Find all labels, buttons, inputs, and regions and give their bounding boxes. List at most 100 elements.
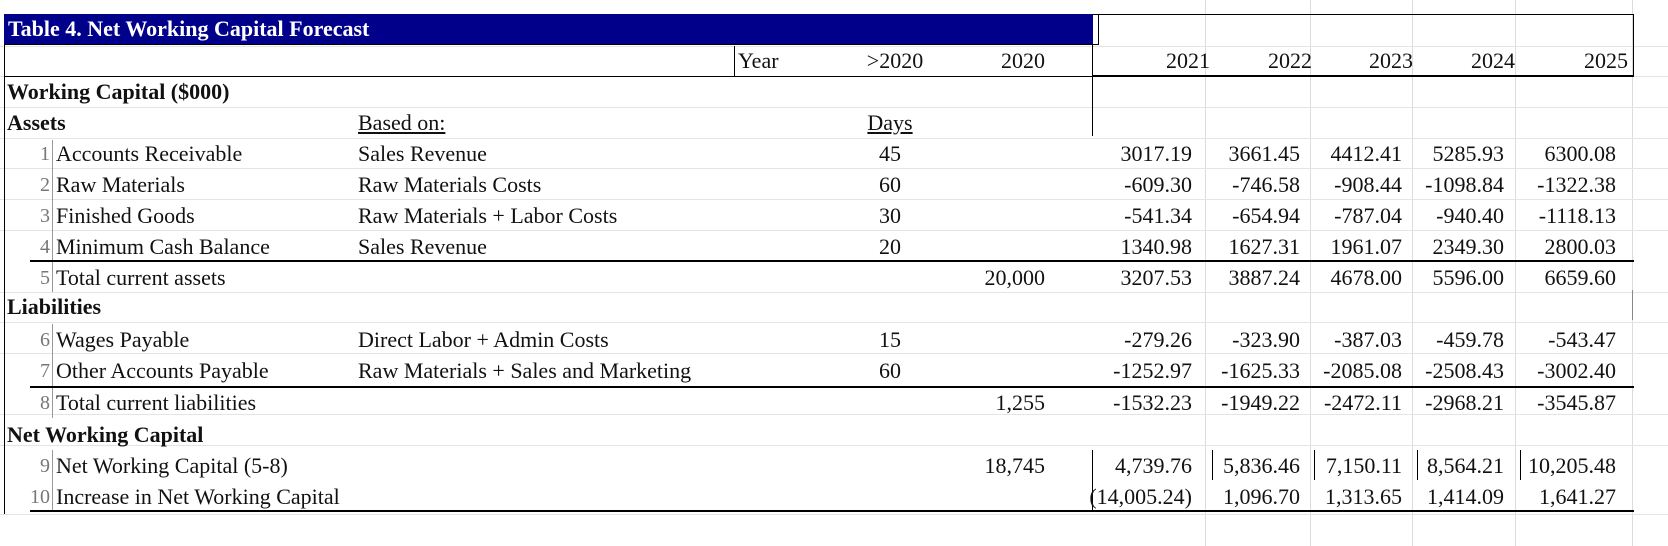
row-basis: Raw Materials + Sales and Marketing <box>358 358 692 383</box>
row-num-divider <box>52 388 53 418</box>
row-label: Increase in Net Working Capital <box>56 484 340 509</box>
row-forecast-value: 7,150.11 <box>1325 453 1402 478</box>
row-forecast-value: -609.30 <box>1124 172 1192 197</box>
row-forecast-value: 6659.60 <box>1544 265 1617 290</box>
row-forecast-value: 4,739.76 <box>1115 453 1192 478</box>
row-label: Accounts Receivable <box>56 141 243 166</box>
row-forecast-value: -2472.11 <box>1323 390 1402 415</box>
row-days: 15 <box>879 327 901 352</box>
grid-col <box>1205 0 1206 546</box>
row-forecast-value: -1118.13 <box>1538 203 1616 228</box>
grid-row <box>0 107 1668 108</box>
row-days: 60 <box>879 358 901 383</box>
row-label: Total current assets <box>56 265 226 290</box>
section-liabilities: Liabilities <box>7 294 102 319</box>
grid-col <box>1515 0 1516 546</box>
row-forecast-value: -654.94 <box>1232 203 1300 228</box>
year-header-box <box>1092 14 1634 76</box>
grid-col <box>1632 0 1633 546</box>
row-forecast-value: 6300.08 <box>1544 141 1617 166</box>
row-forecast-value: -1949.22 <box>1221 390 1300 415</box>
section-net-working-capital: Net Working Capital <box>7 422 204 447</box>
row-label: Finished Goods <box>56 203 195 228</box>
row-forecast-value: 4678.00 <box>1330 265 1403 290</box>
row-basis: Raw Materials Costs <box>358 172 542 197</box>
rule-line <box>30 260 1634 262</box>
row-forecast-value: -2085.08 <box>1323 358 1402 383</box>
row-forecast-value: 1961.07 <box>1330 234 1403 259</box>
divider <box>1632 290 1633 320</box>
row-forecast-value: 3661.45 <box>1228 141 1301 166</box>
divider <box>1092 76 1093 136</box>
row-forecast-value: -1252.97 <box>1113 358 1192 383</box>
row-2020-value: 1,255 <box>995 390 1046 415</box>
row-forecast-value: 2349.30 <box>1432 234 1505 259</box>
row-forecast-value: 4412.41 <box>1330 141 1403 166</box>
section-assets: Assets <box>7 110 66 135</box>
grid-row <box>0 322 1668 323</box>
row-forecast-value: -543.47 <box>1548 327 1616 352</box>
divider <box>1092 450 1093 510</box>
row-number: 10 <box>30 486 50 508</box>
row-days: 60 <box>879 172 901 197</box>
row-forecast-value: 3017.19 <box>1120 141 1193 166</box>
row-forecast-value: 2800.03 <box>1544 234 1617 259</box>
row-forecast-value: -323.90 <box>1232 327 1300 352</box>
row-number: 5 <box>40 267 50 289</box>
col-header: >2020 <box>866 48 924 73</box>
grid-row <box>0 168 1668 169</box>
col-header: 2023 <box>1369 48 1413 73</box>
grid-row <box>0 353 1668 354</box>
divider <box>1520 450 1521 480</box>
row-label: Net Working Capital (5-8) <box>56 453 288 478</box>
row-forecast-value: 1,414.09 <box>1427 484 1504 509</box>
row-forecast-value: -2968.21 <box>1425 390 1504 415</box>
row-forecast-value: -279.26 <box>1124 327 1192 352</box>
row-label: Other Accounts Payable <box>56 358 269 383</box>
divider <box>734 46 735 76</box>
row-forecast-value: -940.40 <box>1436 203 1504 228</box>
row-forecast-value: 5285.93 <box>1432 141 1505 166</box>
row-forecast-value: -2508.43 <box>1425 358 1504 383</box>
row-forecast-value: 3207.53 <box>1120 265 1193 290</box>
row-number: 1 <box>40 143 50 165</box>
col-header: 2021 <box>1166 48 1210 73</box>
row-number: 7 <box>40 360 50 382</box>
row-basis: Direct Labor + Admin Costs <box>358 327 609 352</box>
row-label: Total current liabilities <box>56 390 257 415</box>
row-label: Minimum Cash Balance <box>56 234 270 259</box>
row-num-divider <box>52 450 53 510</box>
row-forecast-value: 5596.00 <box>1432 265 1505 290</box>
row-forecast-value: -746.58 <box>1232 172 1300 197</box>
col-header: 2024 <box>1471 48 1515 73</box>
row-2020-value: 18,745 <box>984 453 1046 478</box>
row-forecast-value: -908.44 <box>1334 172 1402 197</box>
rule-line <box>30 510 1634 512</box>
header-row-box <box>4 46 1634 77</box>
col-header: 2020 <box>1001 48 1045 73</box>
grid-col <box>1310 0 1311 546</box>
section-working-capital: Working Capital ($000) <box>7 79 230 104</box>
row-number: 6 <box>40 329 50 351</box>
row-forecast-value: -3002.40 <box>1537 358 1616 383</box>
row-number: 8 <box>40 392 50 414</box>
grid-row <box>0 292 1668 293</box>
row-forecast-value: -387.03 <box>1334 327 1402 352</box>
col-header: 2025 <box>1584 48 1628 73</box>
grid-row <box>0 445 1668 446</box>
row-days: 45 <box>879 141 901 166</box>
row-label: Raw Materials <box>56 172 185 197</box>
grid-row <box>0 514 1668 515</box>
grid-row <box>0 46 1668 47</box>
divider <box>1314 450 1315 480</box>
divider <box>1212 450 1213 480</box>
row-forecast-value: -787.04 <box>1334 203 1402 228</box>
grid-row <box>0 230 1668 231</box>
row-forecast-value: -541.34 <box>1124 203 1192 228</box>
row-number: 4 <box>40 236 50 258</box>
row-forecast-value: -1532.23 <box>1113 390 1192 415</box>
row-number: 2 <box>40 174 50 196</box>
based-on-label: Based on: <box>358 110 446 135</box>
days-label: Days <box>867 110 913 135</box>
year-label: Year <box>738 48 779 73</box>
